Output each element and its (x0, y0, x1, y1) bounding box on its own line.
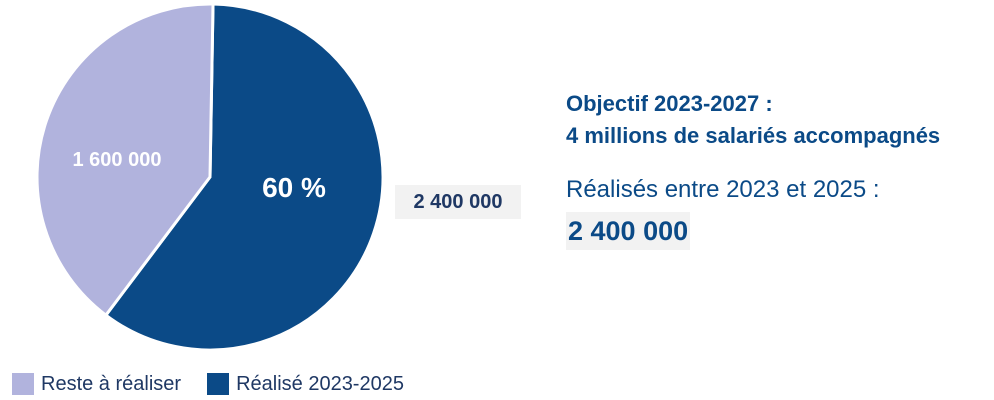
realised-caption: Réalisés entre 2023 et 2025 : (566, 176, 880, 203)
slice-label-reste-value: 1 600 000 (73, 149, 162, 171)
legend-label-reste: Reste à réaliser (41, 372, 182, 395)
pie-slice-reste (35, 2, 215, 317)
legend-swatch-reste (12, 373, 34, 395)
slice-label-realise-value: 2 400 000 (395, 185, 521, 219)
chart-legend: Reste à réaliser Réalisé 2023-2025 (12, 372, 430, 396)
objective-subtitle: 4 millions de salariés accompagnés (566, 123, 941, 148)
legend-label-realise: Réalisé 2023-2025 (236, 372, 404, 395)
pie-chart: 1 600 000 60 % (35, 2, 385, 352)
legend-item-realise: Réalisé 2023-2025 (207, 373, 404, 396)
realised-value: 2 400 000 (566, 212, 691, 250)
objective-title: Objectif 2023-2027 : (566, 91, 773, 116)
slice-label-realise-percent: 60 % (262, 172, 326, 203)
legend-item-reste: Reste à réaliser (12, 373, 181, 396)
legend-swatch-realise (207, 373, 230, 395)
pie-slice-realise (104, 2, 385, 352)
objective-panel: Objectif 2023-2027 : 4 millions de salar… (566, 88, 991, 250)
